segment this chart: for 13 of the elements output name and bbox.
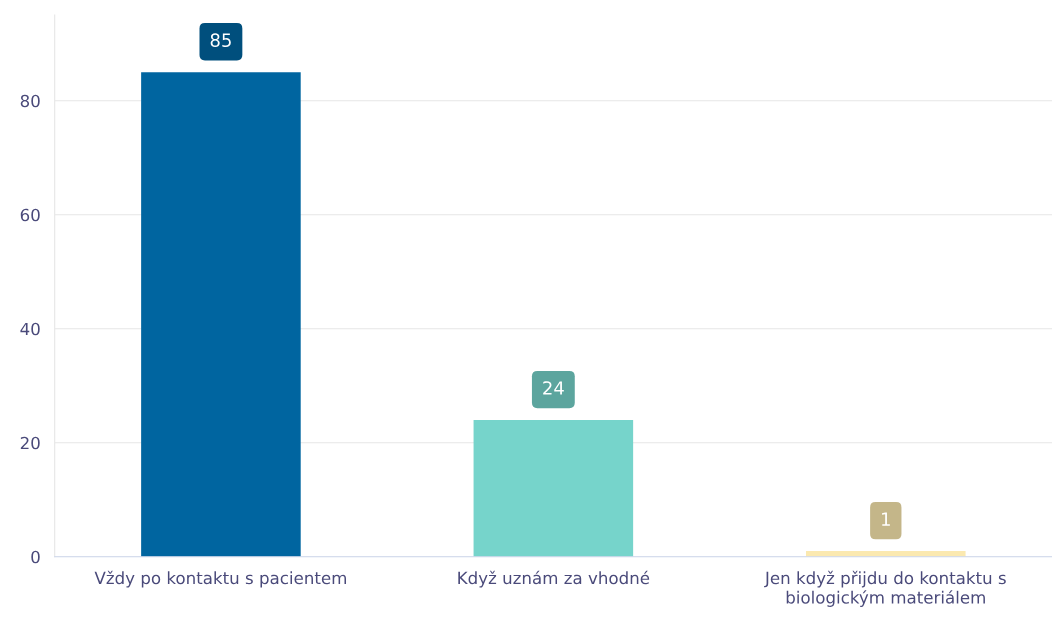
x-tick-label: Vždy po kontaktu s pacientem (94, 570, 346, 588)
data-label: 85 (210, 33, 231, 48)
data-label: 24 (543, 381, 564, 395)
y-tick-label: 20 (20, 436, 40, 450)
y-tick-label: 0 (31, 550, 40, 564)
data-label: 1 (882, 512, 890, 526)
x-tick-label: Jen když přijdu do kontaktu s biologickým materiálem (764, 570, 1006, 607)
y-tick-label: 80 (20, 94, 40, 108)
x-tick-label: Když uznám za vhodné (458, 570, 650, 588)
y-tick-label: 40 (20, 322, 40, 336)
bar (473, 419, 634, 557)
bar (141, 72, 301, 557)
y-tick-label: 60 (20, 208, 40, 222)
